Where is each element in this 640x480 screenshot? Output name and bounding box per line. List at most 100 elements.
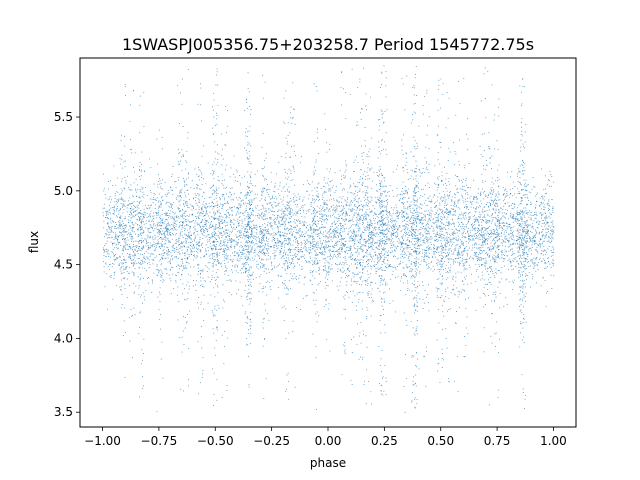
data-point	[474, 228, 476, 230]
data-point	[364, 140, 366, 141]
data-point	[488, 132, 490, 133]
data-point	[204, 230, 206, 232]
data-point	[372, 244, 374, 246]
data-point	[176, 257, 178, 259]
data-point	[340, 210, 342, 212]
data-point	[143, 196, 145, 198]
data-point	[252, 220, 254, 221]
data-point	[312, 242, 314, 244]
data-point	[416, 287, 418, 289]
data-point	[495, 217, 497, 219]
data-point	[416, 333, 418, 335]
data-point	[209, 237, 211, 239]
data-point	[302, 207, 304, 209]
data-point	[220, 245, 222, 247]
data-point	[351, 339, 352, 341]
data-point	[322, 247, 324, 249]
data-point	[366, 192, 367, 194]
data-point	[133, 182, 135, 184]
data-point	[508, 258, 510, 260]
data-point	[494, 222, 496, 224]
data-point	[483, 227, 485, 229]
data-point	[447, 252, 448, 254]
data-point	[124, 377, 126, 378]
data-point	[482, 180, 484, 182]
data-point	[183, 344, 185, 345]
data-point	[249, 220, 251, 222]
data-point	[267, 203, 268, 205]
data-point	[477, 260, 479, 262]
data-point	[280, 250, 282, 252]
data-point	[138, 220, 140, 221]
data-point	[354, 212, 356, 214]
data-point	[247, 88, 249, 90]
data-point	[404, 225, 405, 226]
data-point	[259, 283, 261, 285]
data-point	[381, 139, 382, 141]
data-point	[329, 240, 330, 242]
data-point	[305, 244, 307, 245]
data-point	[399, 199, 401, 201]
data-point	[252, 210, 253, 211]
data-point	[161, 233, 162, 235]
data-point	[211, 279, 213, 280]
data-point	[318, 270, 319, 271]
data-point	[468, 234, 470, 236]
data-point	[216, 210, 218, 212]
data-point	[328, 235, 330, 237]
data-point	[169, 240, 171, 242]
data-point	[246, 234, 247, 236]
data-point	[208, 268, 210, 270]
data-point	[185, 225, 187, 226]
data-point	[453, 238, 455, 239]
data-point	[119, 157, 121, 159]
data-point	[365, 198, 367, 200]
data-point	[427, 240, 428, 241]
data-point	[339, 222, 341, 224]
data-point	[108, 237, 110, 239]
data-point	[381, 71, 383, 73]
data-point	[383, 259, 385, 261]
data-point	[166, 231, 168, 233]
data-point	[174, 181, 176, 183]
data-point	[214, 238, 216, 240]
data-point	[142, 187, 144, 189]
data-point	[375, 272, 377, 274]
data-point	[346, 165, 348, 167]
data-point	[274, 218, 276, 220]
data-point	[364, 280, 366, 281]
data-point	[353, 162, 355, 163]
data-point	[333, 220, 335, 222]
data-point	[214, 217, 215, 219]
data-point	[147, 208, 148, 209]
data-point	[386, 154, 388, 155]
data-point	[462, 242, 464, 244]
data-point	[519, 229, 521, 231]
data-point	[259, 226, 261, 228]
data-point	[438, 79, 440, 81]
data-point	[488, 206, 489, 207]
data-point	[552, 231, 554, 233]
data-point	[332, 209, 334, 211]
data-point	[281, 201, 283, 203]
data-point	[455, 322, 456, 324]
data-point	[386, 218, 388, 220]
data-point	[310, 257, 311, 259]
data-point	[234, 266, 236, 268]
data-point	[286, 204, 288, 206]
data-point	[118, 247, 120, 249]
data-point	[315, 271, 317, 273]
data-point	[132, 215, 134, 217]
data-point	[144, 261, 146, 263]
data-point	[480, 219, 482, 220]
data-point	[262, 229, 264, 230]
data-point	[381, 206, 383, 207]
data-point	[252, 236, 254, 238]
data-point	[433, 223, 435, 225]
data-point	[178, 179, 179, 181]
data-point	[548, 228, 549, 230]
data-point	[317, 128, 318, 130]
data-point	[480, 259, 482, 261]
data-point	[340, 268, 342, 270]
data-point	[547, 222, 548, 223]
